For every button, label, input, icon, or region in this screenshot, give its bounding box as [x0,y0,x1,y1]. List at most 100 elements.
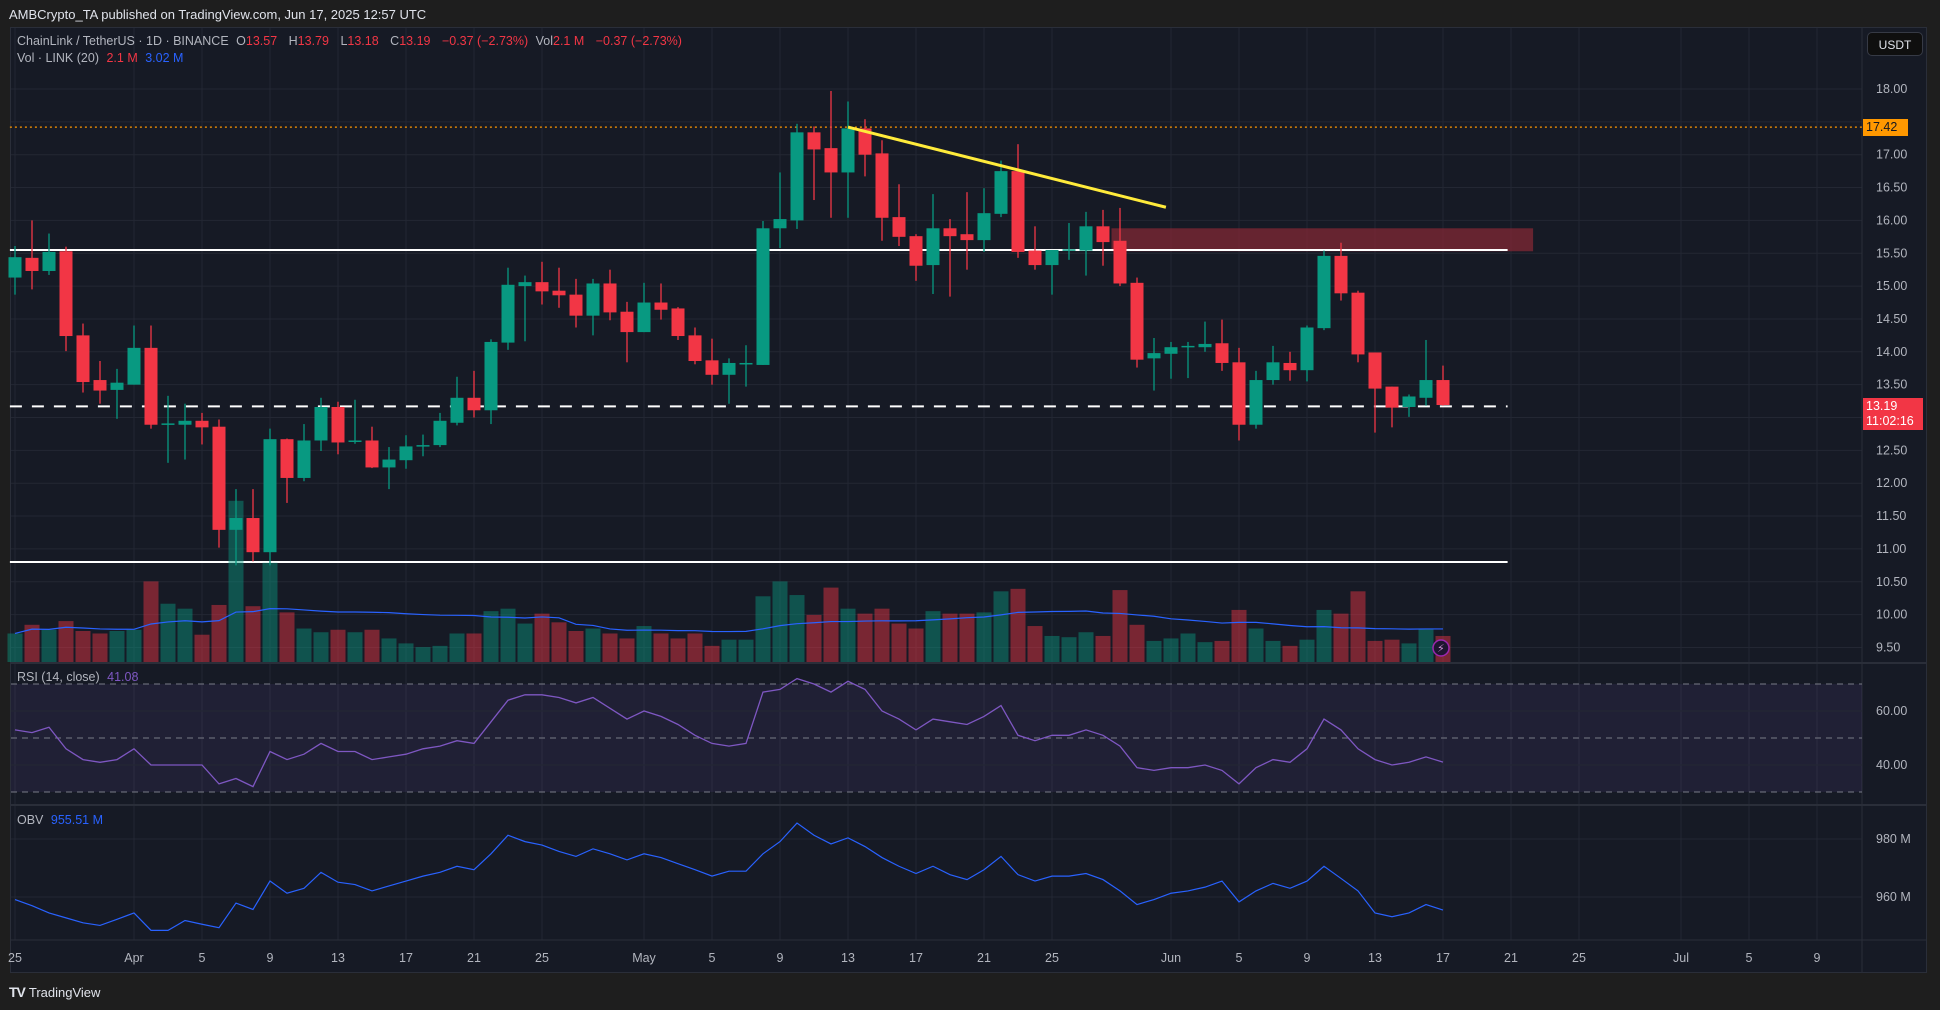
candle-down [892,217,906,237]
candle-up [1198,343,1212,348]
volume-bar [1061,637,1077,662]
volume-bar [534,613,550,662]
price-axis-label: 15.00 [1876,279,1907,293]
time-axis-label: 21 [1504,951,1518,965]
volume-bar [75,631,91,662]
volume-bar [857,613,873,662]
volume-bar [1129,624,1145,662]
candle-down [960,234,974,241]
candle-down [25,257,39,271]
volume-bar [1078,632,1094,662]
candle-down [1232,362,1246,425]
volume-bar [432,645,448,662]
candle-up [433,420,447,446]
volume-legend: Vol · LINK (20) 2.1 M 3.02 M [17,51,187,65]
candle-up [1147,353,1161,359]
trendline[interactable] [847,125,1167,209]
volume-bar [1163,638,1179,662]
candle-up [127,347,141,385]
high-value: 13.79 [297,34,329,48]
vol-value: 2.1 M [553,34,585,48]
volume-bar [449,633,465,662]
volume-bar [1333,613,1349,662]
volume-bar [1384,639,1400,662]
close-label: C [390,34,400,48]
currency-button[interactable]: USDT [1867,32,1923,56]
time-axis-label: 25 [535,951,549,965]
candle-down [1028,250,1042,266]
volume-bar [551,622,567,662]
candle-up [382,459,396,468]
candle-down [59,251,73,337]
volume-bar [1299,639,1315,662]
candle-down [569,294,583,316]
time-axis-label: 9 [1304,951,1311,965]
time-axis-label: May [632,951,656,965]
price-axis-label: 12.50 [1876,443,1907,457]
volume-bar [1180,633,1196,662]
volume-bar [925,611,941,662]
volume-bar [381,638,397,662]
volume-bar [636,626,652,662]
volume-bar [279,612,295,662]
time-axis-label: 9 [267,951,274,965]
symbol-name[interactable]: ChainLink / TetherUS · 1D · BINANCE [17,34,229,48]
volume-bar [976,612,992,662]
last-price: 13.19 [1866,399,1898,413]
open-value: 13.57 [245,34,278,48]
candle-up [1249,380,1263,425]
volume-bar [840,608,856,662]
rsi-label[interactable]: RSI (14, close) [17,670,100,684]
candle-down [620,311,634,333]
time-axis-label: 5 [199,951,206,965]
lightning-icon[interactable] [1432,639,1450,657]
volume-bar [1401,643,1417,662]
candle-up [790,132,804,221]
candle-down [1368,352,1382,389]
candle-down [654,302,668,310]
candle-down [535,282,549,292]
level-price-badge: 17.42 [1863,119,1908,136]
volume-bar [364,629,380,662]
volume-bar [653,633,669,662]
candle-up [1266,362,1280,381]
candle-up [501,284,515,343]
volume-bar [959,613,975,662]
candle-up [994,171,1008,214]
obv-label[interactable]: OBV [17,813,44,827]
time-axis-label: 17 [1436,951,1450,965]
candle-down [909,236,923,266]
candle-up [1181,345,1195,348]
candle-up [518,282,532,287]
candle-up [977,213,991,241]
bar-countdown: 11:02:16 [1866,414,1914,428]
candle-down [195,420,209,428]
obv-axis-label: 960 M [1876,890,1911,904]
candle-down [875,153,889,218]
price-axis-label: 10.50 [1876,575,1907,589]
price-axis-label: 11.50 [1876,509,1906,523]
candle-down [144,347,158,425]
candle-down [1130,282,1144,360]
rsi-line [14,677,1444,788]
publish-header: AMBCrypto_TA published on TradingView.co… [0,0,1940,27]
candle-up [110,382,124,390]
volume-bar [245,606,261,662]
volume-bar [1231,609,1247,662]
candle-down [1385,386,1399,408]
volume-indicator-label[interactable]: Vol · LINK (20) [17,51,99,65]
volume-bar [1350,591,1366,662]
volume-bar [585,628,601,662]
candle-down [688,335,702,361]
chart-frame [10,27,1927,973]
price-axis-label: 18.00 [1876,82,1907,96]
time-axis-label: 9 [1814,951,1821,965]
time-axis-label: 5 [1746,951,1753,965]
candle-down [280,439,294,478]
volume-bar [619,638,635,662]
volume-bar [313,632,329,662]
footer-brand: TradingView [28,984,101,1000]
time-axis-label: 13 [1368,951,1382,965]
volume-bar [466,633,482,662]
